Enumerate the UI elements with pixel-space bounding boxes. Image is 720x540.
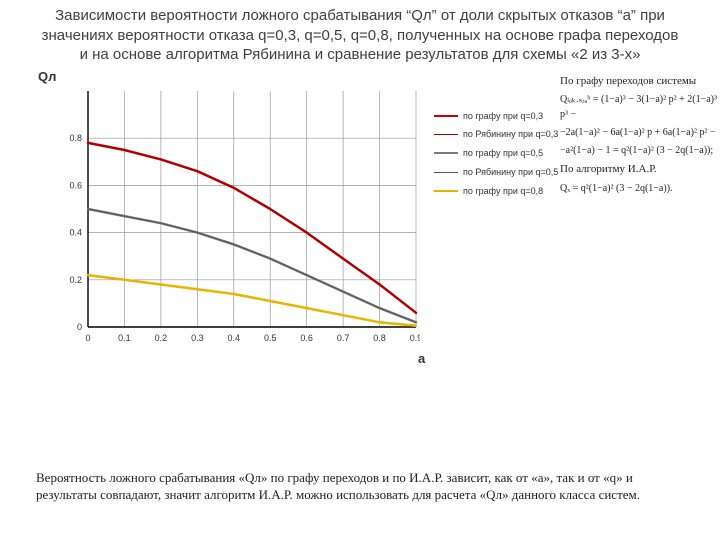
legend-item: по графу при q=0,8 (434, 186, 562, 197)
formula-heading-graph: По графу переходов системы (560, 73, 718, 90)
formula-line: Qₗₒₖ.ₛᵣₐᵇ = (1−a)³ − 3(1−a)² p² + 2(1−a)… (560, 92, 718, 122)
svg-text:0.6: 0.6 (300, 333, 313, 343)
footer-note: Вероятность ложного срабатывания «Qл» по… (36, 469, 684, 504)
legend-item: по Рябинину при q=0,5 (434, 167, 562, 178)
svg-text:0.3: 0.3 (191, 333, 204, 343)
legend-item: по графу при q=0,3 (434, 111, 562, 122)
formulas-block: По графу переходов системы Qₗₒₖ.ₛᵣₐᵇ = (… (560, 73, 718, 199)
formula-heading-iar: По алгоритму И.А.Р. (560, 161, 718, 178)
formula-line: Qₓ = q²(1−a)² (3 − 2q(1−a)). (560, 181, 718, 196)
line-chart: 0 0.2 0.4 0.6 0.8 0 0.1 0.2 0.3 0.4 0.5 0.6 0.7 0.8 0.… (60, 87, 420, 347)
legend-label: по графу при q=0,5 (463, 148, 543, 159)
legend-swatch (434, 172, 458, 173)
chart-legend: по графу при q=0,3 по Рябинину при q=0,3 п… (434, 111, 562, 205)
page-title: Зависимости вероятности ложного срабатыв… (0, 0, 720, 69)
chart-svg: 0 0.2 0.4 0.6 0.8 0 0.1 0.2 0.3 0.4 0.5 0.6 0.7 0.8 0.… (60, 87, 420, 347)
svg-text:0.7: 0.7 (337, 333, 350, 343)
legend-swatch (434, 134, 458, 135)
svg-text:0.5: 0.5 (264, 333, 277, 343)
svg-text:0: 0 (77, 322, 82, 332)
svg-text:0.4: 0.4 (69, 227, 82, 237)
x-axis-label: a (418, 351, 425, 366)
svg-text:0.2: 0.2 (69, 274, 82, 284)
y-axis-label: Qл (38, 69, 56, 84)
legend-label: по Рябинину при q=0,5 (463, 167, 558, 178)
legend-item: по графу при q=0,5 (434, 148, 562, 159)
legend-swatch (434, 152, 458, 154)
legend-label: по графу при q=0,3 (463, 111, 543, 122)
legend-label: по Рябинину при q=0,3 (463, 129, 558, 140)
svg-text:0.8: 0.8 (373, 333, 386, 343)
legend-label: по графу при q=0,8 (463, 186, 543, 197)
legend-item: по Рябинину при q=0,3 (434, 129, 562, 140)
content-area: Qл 0 0.2 0.4 0.6 0.8 0 0.1 0.2 0.3 0.4 0.5 0.6 0.7 0.… (0, 69, 720, 399)
svg-text:0.2: 0.2 (155, 333, 168, 343)
formula-line: −a²(1−a) − 1 = q²(1−a)² (3 − 2q(1−a)); (560, 143, 718, 158)
legend-swatch (434, 115, 458, 117)
svg-text:0.6: 0.6 (69, 180, 82, 190)
svg-text:0.4: 0.4 (228, 333, 241, 343)
formula-line: −2a(1−a)² − 6a(1−a)² p + 6a(1−a)² p² − (560, 125, 718, 140)
svg-text:0.1: 0.1 (118, 333, 131, 343)
svg-text:0.8: 0.8 (69, 133, 82, 143)
svg-text:0.9: 0.9 (410, 333, 420, 343)
svg-text:0: 0 (85, 333, 90, 343)
legend-swatch (434, 190, 458, 192)
